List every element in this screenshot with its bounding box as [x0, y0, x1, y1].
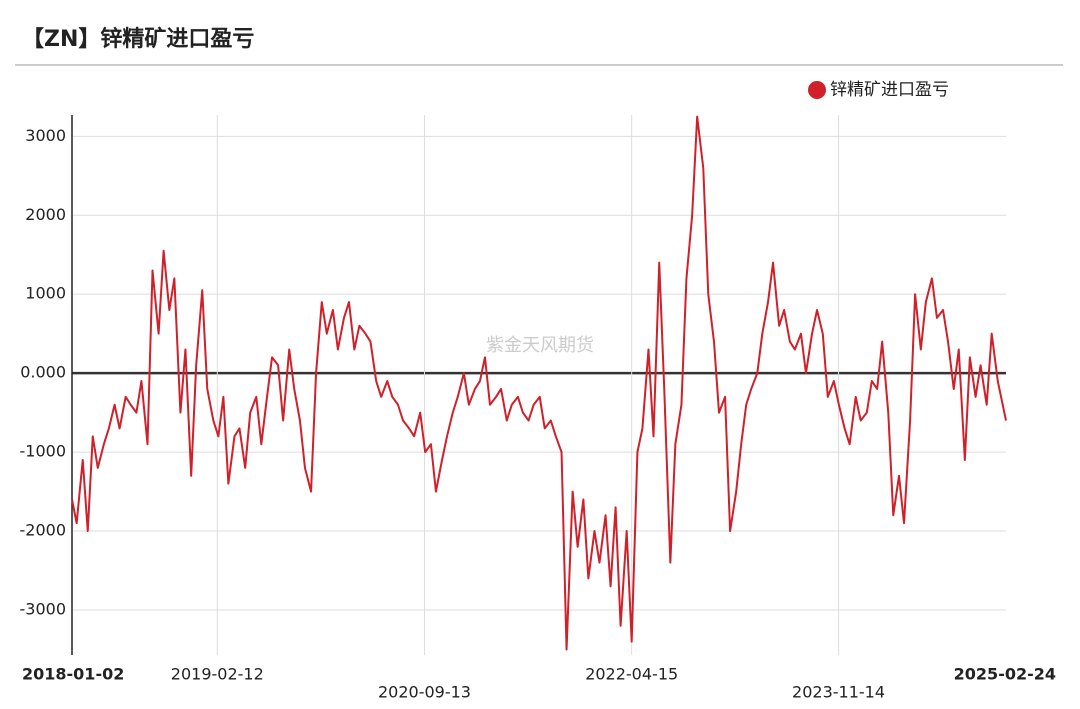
- y-tick-label: 3000: [25, 126, 66, 145]
- x-tick-label: 2020-09-13: [378, 683, 471, 702]
- legend-label: 锌精矿进口盈亏: [830, 80, 949, 100]
- x-tick-label: 2018-01-02: [22, 665, 124, 684]
- y-tick-label: -1000: [20, 442, 67, 461]
- x-tick-label: 2025-02-24: [954, 665, 1056, 684]
- y-tick-label: 0.000: [20, 363, 66, 382]
- y-tick-label: 2000: [25, 205, 66, 224]
- x-tick-label: 2022-04-15: [585, 665, 678, 684]
- y-tick-label: -3000: [20, 600, 67, 619]
- y-tick-label: 1000: [25, 284, 66, 303]
- y-tick-label: -2000: [20, 521, 67, 540]
- chart-title: 【ZN】锌精矿进口盈亏: [22, 26, 254, 52]
- series-line: [71, 115, 1007, 651]
- watermark: 紫金天风期货: [486, 335, 594, 356]
- legend-marker: [808, 81, 826, 99]
- x-tick-label: 2023-11-14: [792, 683, 885, 702]
- x-tick-label: 2019-02-12: [171, 665, 264, 684]
